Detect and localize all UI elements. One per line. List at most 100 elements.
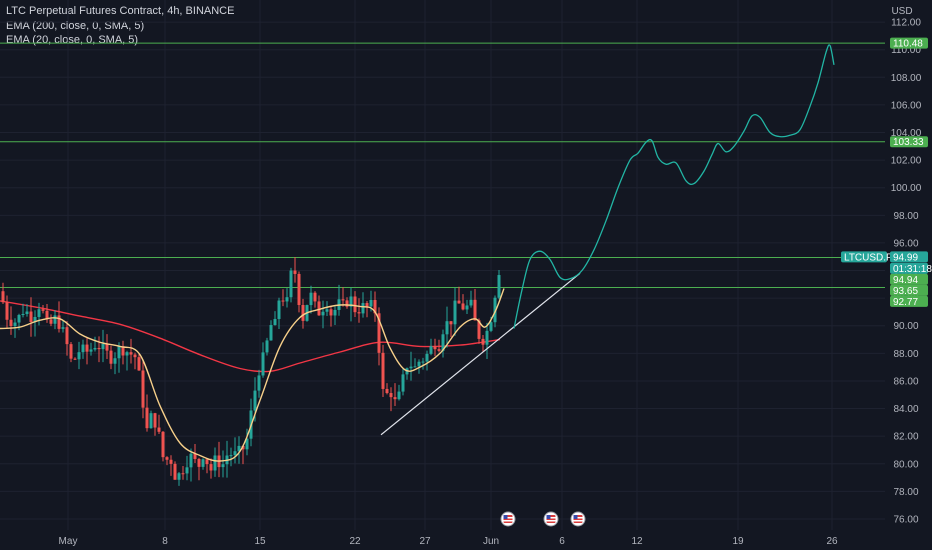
candle-body (497, 275, 501, 298)
support-trendline[interactable] (380, 272, 581, 436)
price-tag-label: 94.94 (893, 275, 918, 286)
flag-canton (573, 515, 578, 519)
candle-body (317, 301, 321, 316)
flag-stripe (503, 520, 513, 522)
time-tick-label: 6 (559, 536, 565, 547)
event-flags[interactable] (500, 511, 586, 527)
candle-body (221, 464, 225, 468)
candle-body (393, 397, 397, 400)
candle-body (253, 390, 257, 411)
price-tick-label: 108.00 (891, 73, 922, 84)
candle-body (113, 358, 117, 364)
us-flag-icon[interactable] (543, 511, 559, 527)
candle-body (269, 325, 273, 341)
symbol-title[interactable]: LTC Perpetual Futures Contract, 4h, BINA… (6, 5, 235, 17)
candle-body (401, 374, 405, 392)
horizontal-levels[interactable] (0, 42, 885, 288)
candle-body (193, 453, 197, 459)
candle-body (493, 297, 497, 323)
candle-body (369, 299, 373, 307)
candle-body (29, 311, 33, 323)
candle-body (149, 413, 153, 429)
time-tick-label: 15 (254, 536, 266, 547)
symbol-tag (841, 251, 887, 263)
candle-body (97, 347, 101, 350)
flag-canton (546, 515, 551, 519)
candle-body (429, 346, 433, 354)
candle-body (357, 312, 361, 314)
price-tag (890, 295, 928, 307)
candle-body (301, 305, 305, 321)
candle-body (169, 459, 173, 464)
candle-body (389, 393, 393, 398)
flag-canton (503, 515, 508, 519)
candle-body (77, 352, 81, 360)
price-tick-label: 84.00 (893, 404, 918, 415)
flag-stripe (546, 517, 556, 519)
candle-body (73, 358, 77, 360)
ema200-line (0, 300, 501, 373)
candle-body (293, 270, 297, 274)
candle-body (397, 391, 401, 400)
candle-body (129, 352, 133, 355)
us-flag-icon[interactable] (570, 511, 586, 527)
candle-body (281, 300, 285, 302)
candle-body (377, 313, 381, 353)
price-tag (890, 273, 928, 285)
candle-body (109, 350, 113, 364)
candle-body (465, 305, 469, 310)
price-tick-label: 104.00 (891, 128, 922, 139)
price-tick-label: 88.00 (893, 349, 918, 360)
candle-body (309, 292, 313, 306)
time-tick-label: 27 (419, 536, 431, 547)
candle-body (409, 366, 413, 369)
time-axis[interactable]: May 8 15 22 27 Jun 6 12 19 26 (0, 530, 885, 550)
chart-grid (0, 0, 885, 530)
candle-body (277, 300, 281, 319)
time-tick-label: 8 (162, 536, 168, 547)
candle-body (453, 300, 457, 325)
candle-body (329, 309, 333, 316)
candle-body (209, 464, 213, 471)
us-flag-icon[interactable] (500, 511, 516, 527)
price-tag (890, 37, 928, 49)
flag-stripe (573, 517, 583, 519)
time-tick-label: 12 (631, 536, 643, 547)
price-tag (890, 251, 928, 263)
candle-body (365, 303, 369, 307)
candle-body (93, 347, 97, 350)
price-tags: 110.48 103.33 LTCUSD.P 94.9901:31:1894.9493… (841, 37, 932, 308)
candle-body (237, 445, 241, 452)
candle-body (273, 318, 277, 326)
drawings-layer[interactable] (380, 44, 835, 436)
candle-body (105, 343, 109, 351)
candle-body (161, 431, 165, 458)
price-tag-label: 01:31:18 (893, 264, 932, 275)
candle-body (189, 453, 193, 468)
symbol-tag-label: LTCUSD.P (844, 252, 893, 263)
price-tag (890, 284, 928, 296)
candle-body (37, 309, 41, 317)
candle-body (49, 319, 53, 324)
candle-body (53, 315, 57, 324)
candle-body (65, 327, 69, 345)
time-tick-label: 19 (732, 536, 744, 547)
candle-body (1, 291, 5, 303)
candle-body (373, 299, 377, 314)
candle-body (321, 311, 325, 316)
candle-body (441, 334, 445, 351)
candle-body (473, 299, 477, 321)
candle-body (325, 309, 329, 312)
candle-body (177, 473, 181, 480)
candle-body (145, 407, 149, 429)
candle-body (125, 352, 129, 356)
projection-path[interactable] (513, 44, 835, 329)
candle-body (445, 321, 449, 335)
time-tick-label: 22 (349, 536, 361, 547)
candle-body (201, 459, 205, 467)
candle-body (89, 349, 93, 352)
candle-body (349, 296, 353, 307)
candles-layer (1, 256, 501, 486)
candle-body (481, 338, 485, 345)
